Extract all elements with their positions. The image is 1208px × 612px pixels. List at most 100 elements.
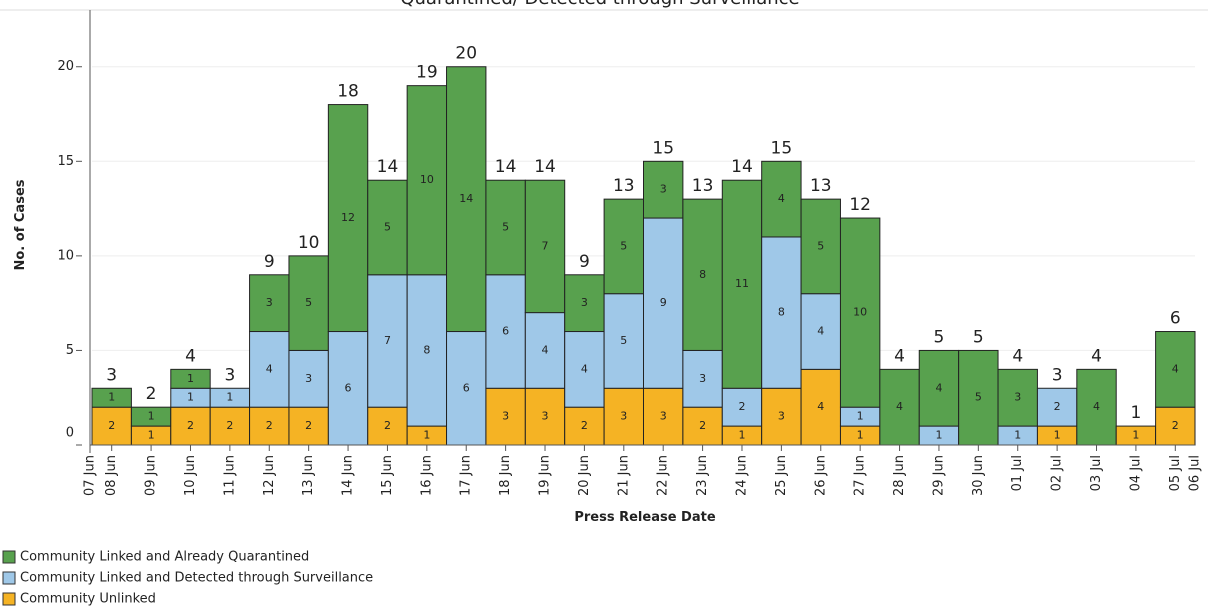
bar-segment (800, 368, 841, 446)
x-end-label: 06 Jul (1188, 455, 1203, 491)
bar-segment (918, 349, 960, 427)
x-axis-title: Press Release Date (574, 510, 715, 525)
x-tick-label: 26 Jun (813, 455, 828, 496)
x-tick-label: 21 Jun (616, 455, 631, 496)
segment-label: 3 (266, 296, 273, 309)
legend-swatch (2, 571, 16, 585)
segment-label: 5 (384, 221, 391, 234)
segment-label: 4 (1093, 400, 1100, 413)
total-label: 15 (652, 138, 674, 158)
bar-segment (879, 368, 920, 446)
segment-label: 10 (853, 306, 867, 319)
segment-label: 1 (187, 391, 194, 404)
y-tick-label: 5 (66, 343, 74, 358)
segment-label: 4 (817, 325, 824, 338)
segment-label: 3 (778, 410, 785, 423)
total-label: 14 (534, 157, 556, 177)
total-label: 5 (973, 327, 984, 347)
bar-segment (367, 179, 408, 276)
x-tick-label: 09 Jun (144, 455, 159, 496)
segment-label: 9 (660, 296, 667, 309)
x-tick-label: 02 Jul (1050, 455, 1065, 491)
bar-segment (1036, 387, 1078, 427)
bar-segment (761, 160, 802, 238)
total-label: 6 (1170, 309, 1181, 329)
segment-label: 2 (266, 419, 273, 432)
bar-segment (485, 387, 526, 446)
x-tick-label: 17 Jun (459, 455, 474, 496)
segment-label: 4 (817, 400, 824, 413)
bar-segment (91, 387, 132, 408)
chart-title: Quarantined/ Detected through Surveillan… (400, 0, 799, 9)
total-label: 3 (106, 365, 117, 385)
total-label: 4 (1012, 346, 1023, 366)
x-tick-label: 24 Jun (734, 455, 749, 496)
total-label: 5 (934, 327, 945, 347)
total-label: 14 (731, 157, 753, 177)
bar-segment (682, 198, 723, 351)
segment-label: 14 (459, 192, 473, 205)
segment-label: 1 (857, 410, 864, 423)
segment-label: 12 (341, 211, 355, 224)
bar-segment (288, 255, 329, 351)
segment-label: 2 (187, 419, 194, 432)
x-tick-label: 25 Jun (774, 455, 789, 496)
x-tick-label: 03 Jul (1089, 455, 1104, 491)
total-label: 4 (1091, 346, 1102, 366)
bar-segment (643, 217, 684, 389)
segment-label: 2 (1054, 400, 1061, 413)
y-tick-label: 10 (57, 248, 74, 263)
x-tick-label: 29 Jun (931, 455, 946, 496)
x-tick-label: 20 Jun (577, 455, 592, 496)
bar-segment (209, 406, 251, 446)
segment-label: 1 (857, 429, 864, 442)
total-label: 13 (810, 176, 832, 196)
segment-label: 6 (463, 381, 470, 394)
segment-label: 5 (620, 334, 627, 347)
segment-label: 3 (699, 372, 706, 385)
segment-label: 4 (266, 362, 273, 375)
segment-label: 2 (699, 419, 706, 432)
bar-segment (564, 331, 605, 408)
x-tick-label: 10 Jun (183, 455, 198, 496)
total-label: 9 (264, 252, 275, 272)
segment-label: 8 (778, 306, 785, 319)
total-label: 1 (1130, 403, 1141, 423)
bar-segment (564, 274, 605, 333)
x-tick-label: 08 Jun (104, 455, 119, 496)
bar-segment (249, 331, 290, 408)
bar-segment (643, 387, 684, 446)
total-label: 13 (613, 176, 635, 196)
x-tick-label: 28 Jun (892, 455, 907, 496)
segment-label: 8 (699, 268, 706, 281)
segment-label: 1 (1054, 429, 1061, 442)
segment-label: 3 (542, 410, 549, 423)
segment-label: 1 (423, 429, 430, 442)
bar-segment (406, 274, 448, 427)
bar-segment (249, 274, 290, 333)
segment-label: 2 (738, 400, 745, 413)
x-tick-label: 13 Jun (301, 455, 316, 496)
segment-label: 2 (226, 419, 233, 432)
segment-label: 8 (423, 343, 430, 356)
y-tick-label: 15 (57, 154, 74, 169)
segment-label: 6 (345, 381, 352, 394)
legend-swatch (2, 550, 16, 564)
segment-label: 1 (148, 410, 155, 423)
segment-label: 2 (305, 419, 312, 432)
bar-segment (603, 387, 644, 446)
total-label: 15 (771, 138, 793, 158)
segment-label: 5 (620, 239, 627, 252)
segment-label: 4 (542, 343, 549, 356)
bar-segment (839, 217, 881, 408)
bar-segment (721, 179, 763, 389)
y-axis-title: No. of Cases (13, 179, 28, 270)
total-label: 4 (185, 346, 196, 366)
x-tick-label: 12 Jun (262, 455, 277, 496)
segment-label: 7 (542, 239, 549, 252)
x-end-label: 07 Jun (83, 455, 98, 496)
bar-segment (800, 198, 841, 295)
segment-label: 1 (148, 429, 155, 442)
total-label: 4 (894, 346, 905, 366)
